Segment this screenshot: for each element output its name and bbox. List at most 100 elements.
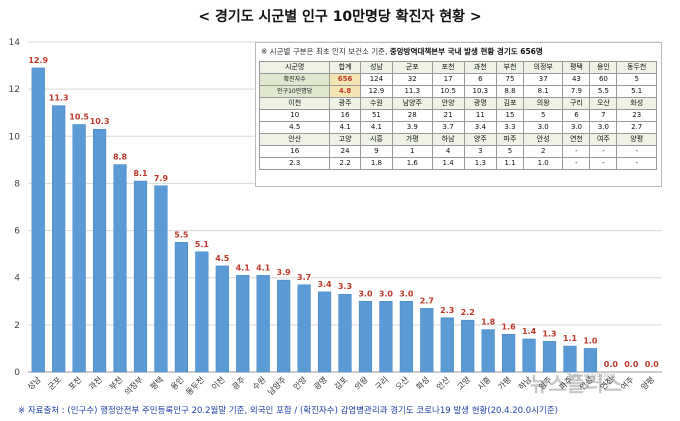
table-cell: 확진자수	[258, 73, 331, 86]
table-cell: 32	[392, 73, 433, 86]
x-tick-label: 군포	[46, 375, 63, 392]
y-axis: 0 2 4 6 8 10 12 14	[9, 38, 21, 378]
bar	[420, 308, 434, 373]
table-cell: 안성	[522, 133, 564, 146]
table-cell: 1.4	[431, 157, 465, 170]
table-row: 시군명 합계 성남 군포 포천 과천 부천 의정부 평택 용인 동두천	[258, 61, 657, 74]
table-cell: 6	[463, 73, 497, 86]
table-cell: 4.1	[329, 121, 361, 134]
table-note: ※ 시군별 구분은 최초 인지 보건소 기준, 중앙방역대책본부 국내 발생 현…	[261, 46, 543, 57]
table-cell: 1	[392, 145, 433, 158]
bar	[502, 334, 516, 373]
table-cell: 의왕	[522, 97, 564, 110]
table-cell: 고양	[329, 133, 361, 146]
table-cell: 1.6	[392, 157, 433, 170]
table-cell: 10.5	[431, 85, 465, 98]
x-tick-label: 의정부	[122, 374, 145, 397]
data-label: 4.1	[236, 263, 251, 272]
data-label: 3.7	[297, 273, 311, 282]
data-label: 8.8	[113, 153, 128, 162]
bar	[31, 67, 45, 373]
bar	[174, 242, 188, 373]
data-label: 2.7	[420, 296, 434, 305]
bar	[358, 301, 373, 373]
table-cell: 3.9	[392, 121, 433, 134]
table-cell: 광주	[329, 97, 361, 110]
x-tick-label: 의왕	[352, 374, 370, 392]
bar	[297, 284, 311, 373]
x-tick-label: 시흥	[475, 374, 492, 391]
table-cell: 용인	[589, 61, 618, 74]
table-cell: 8.8	[495, 85, 524, 98]
table-cell: 23	[616, 109, 657, 122]
bar	[563, 345, 577, 373]
table-cell: 3.0	[562, 121, 591, 134]
data-label: 1.4	[522, 327, 537, 336]
x-tick-label: 수원	[251, 375, 268, 392]
table-cell: 인구10만명당	[258, 85, 331, 98]
source-note: ※ 자료출처 : (인구수) 행정안전부 주민등록인구 20.2월말 기준, 외…	[18, 406, 558, 416]
table-cell: 1.8	[359, 157, 394, 170]
table-cell: 4	[431, 145, 465, 158]
table-cell: 과천	[463, 61, 497, 74]
table-cell: 이천	[258, 97, 331, 110]
table-cell: 8.1	[522, 85, 564, 98]
x-tick-label: 이천	[209, 374, 226, 391]
table-cell: 1.3	[463, 157, 497, 170]
x-tick-label: 안양	[291, 374, 309, 392]
bar	[92, 128, 107, 373]
x-tick-label: 부천	[107, 374, 124, 391]
data-label: 1.6	[502, 322, 517, 331]
data-label: 4.1	[256, 263, 271, 272]
table-cell: 연천	[562, 133, 591, 146]
table-cell: 군포	[392, 61, 433, 74]
table-cell: 양평	[616, 133, 657, 146]
bar	[215, 265, 229, 373]
table-row: 16 24 9 1 4 3 5 2- - -	[258, 145, 657, 158]
table-cell: 4.1	[359, 121, 394, 134]
table-cell: 의정부	[522, 61, 564, 74]
x-tick-label: 포천	[66, 374, 83, 391]
table-row: 확진자수 656 124 32 17 6 75 37 43 60 5	[258, 73, 657, 86]
bar	[481, 329, 495, 373]
bar	[113, 164, 127, 373]
data-label: 1.8	[481, 318, 496, 327]
table-cell: 시흥	[359, 133, 394, 146]
table-cell: 5	[616, 73, 657, 86]
table-cell: 수원	[359, 97, 394, 110]
table-cell: 37	[522, 73, 564, 86]
data-label: 4.5	[215, 254, 230, 263]
table-cell: -	[589, 157, 618, 170]
x-tick-label: 과천	[87, 374, 104, 391]
table-cell: 4.8	[329, 85, 361, 98]
table-row: 안산 고양 시흥 가평 하남 양주 파주 안성 연천 여주 양평	[258, 133, 657, 146]
table-cell: 12.9	[359, 85, 394, 98]
table-cell: 16	[258, 145, 331, 158]
table-note-bold: 중앙방역대책본부 국내 발생 현황 경기도 656명	[389, 47, 543, 56]
table-cell: 60	[589, 73, 618, 86]
table-row: 2.3 2.2 1.8 1.6 1.4 1.3 1.1 1.0- - -	[258, 157, 657, 170]
table-cell: 포천	[431, 61, 465, 74]
table-cell: 9	[359, 145, 394, 158]
table-cell: 5.5	[589, 85, 618, 98]
bar	[154, 185, 168, 373]
data-label: 0.0	[624, 360, 639, 369]
data-label: 5.5	[174, 230, 189, 239]
bar	[583, 348, 598, 373]
y-tick-label: 6	[14, 227, 20, 237]
summary-table: 시군명 합계 성남 군포 포천 과천 부천 의정부 평택 용인 동두천 확진자수 656 124 32 17 6…	[258, 61, 657, 170]
table-cell: 17	[431, 73, 465, 86]
table-cell: 28	[392, 109, 433, 122]
table-cell: 구리	[562, 97, 591, 110]
table-cell: 11	[463, 109, 497, 122]
data-label: 3.3	[338, 282, 352, 291]
table-cell: 오산	[589, 97, 618, 110]
data-label: 3.0	[379, 289, 394, 298]
data-label: 11.3	[49, 94, 69, 103]
bar	[542, 341, 557, 373]
table-cell: 평택	[562, 61, 591, 74]
bar	[338, 293, 352, 373]
data-label: 2.3	[440, 306, 454, 315]
bar	[52, 105, 66, 373]
